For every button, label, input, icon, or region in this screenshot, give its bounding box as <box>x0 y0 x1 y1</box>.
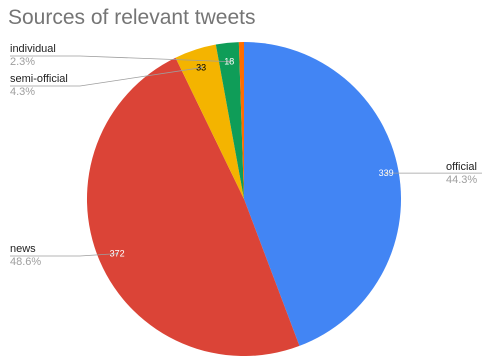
chart-title: Sources of relevant tweets <box>8 6 256 29</box>
value-label-semi-official: 33 <box>196 63 206 73</box>
value-label-news: 372 <box>110 249 125 259</box>
slice-percent-label-news: 48.6% <box>10 256 41 268</box>
leader-line-individual <box>10 55 230 62</box>
slice-percent-label-semi-official: 4.3% <box>10 86 35 98</box>
value-label-official: 339 <box>379 168 394 178</box>
leader-line-semi-official <box>10 67 202 87</box>
leader-dot-news <box>115 252 119 255</box>
pie-slice-official <box>244 42 402 346</box>
leader-dot-official <box>384 171 388 175</box>
slice-name-label-semi-official: semi-official <box>10 73 68 85</box>
slice-name-label-official: official <box>446 161 477 173</box>
value-label-individual: 18 <box>224 57 234 67</box>
pie-slice-individual <box>215 42 244 199</box>
leader-line-news <box>10 253 118 257</box>
leader-dot-individual <box>228 60 231 63</box>
pie-slice-semi-official <box>175 44 244 199</box>
slice-percent-label-individual: 2.3% <box>10 56 35 68</box>
leader-dot-semi-official <box>199 66 203 69</box>
slice-percent-label-official: 44.3% <box>446 174 477 186</box>
slice-name-label-news: news <box>10 243 36 255</box>
pie-slice-other-4 <box>238 41 244 200</box>
pie-slice-news <box>86 57 300 356</box>
slice-name-label-individual: individual <box>10 43 56 55</box>
